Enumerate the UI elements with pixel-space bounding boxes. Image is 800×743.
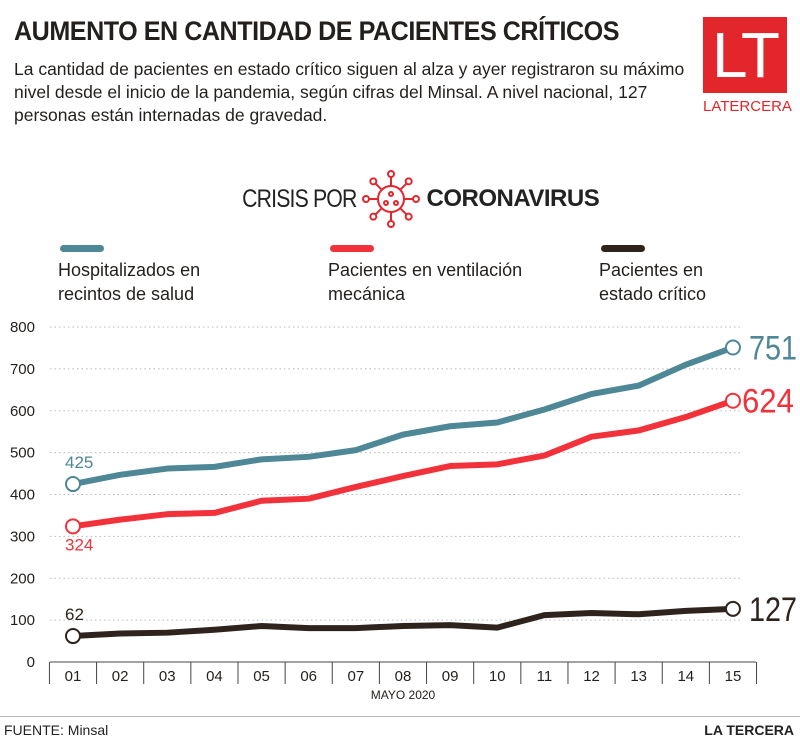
section-banner: CRISIS POR CORONAVIRUS — [222, 168, 600, 230]
legend-label: Pacientes en ventilación mecánica — [328, 260, 523, 304]
legend-item-critico: Pacientes en estado crítico — [599, 245, 739, 306]
logo-letters: LT — [712, 19, 780, 91]
endpoint-marker — [724, 392, 741, 409]
series-line — [72, 344, 734, 487]
x-tick-label: 15 — [725, 668, 742, 685]
y-tick-label: 300 — [10, 528, 35, 545]
logo-text: LATERCERA — [703, 98, 792, 115]
y-tick-label: 100 — [10, 612, 35, 629]
x-tick-label: 06 — [300, 668, 317, 685]
x-tick-label: 02 — [112, 668, 129, 685]
x-tick-label: 03 — [159, 668, 176, 685]
y-tick-label: 0 — [27, 654, 35, 671]
y-tick-label: 500 — [10, 445, 35, 462]
legend-item-ventilacion: Pacientes en ventilación mecánica — [328, 245, 558, 306]
y-tick-label: 600 — [10, 403, 35, 420]
endpoint-marker — [724, 339, 741, 356]
page-title: AUMENTO EN CANTIDAD DE PACIENTES CRÍTICO… — [14, 16, 620, 46]
y-tick-label: 800 — [10, 319, 35, 336]
endpoint-marker — [65, 628, 81, 645]
x-tick-label: 09 — [442, 668, 459, 685]
y-tick-label: 400 — [10, 487, 35, 504]
legend-label: Pacientes en estado crítico — [599, 260, 707, 304]
legend-item-hospitalizados: Hospitalizados en recintos de salud — [58, 245, 238, 306]
y-tick-label: 200 — [10, 570, 35, 587]
x-axis-label: MAYO 2020 — [371, 688, 436, 702]
last-value-label: 751 — [749, 330, 797, 368]
virus-icon — [362, 170, 421, 228]
x-tick-label: 12 — [583, 668, 600, 685]
legend-swatch — [60, 245, 104, 252]
footer-divider — [0, 716, 800, 717]
last-value-label: 624 — [742, 383, 794, 421]
endpoint-marker — [65, 518, 81, 535]
series-line — [72, 605, 734, 640]
x-tick-label: 11 — [537, 668, 553, 685]
first-value-label: 324 — [65, 535, 93, 554]
x-tick-label: 07 — [347, 668, 364, 685]
first-value-label: 425 — [65, 453, 93, 472]
x-tick-label: 05 — [253, 668, 270, 685]
endpoint-marker — [65, 476, 81, 493]
x-tick-label: 10 — [489, 668, 506, 685]
source-note: FUENTE: Minsal — [4, 722, 109, 738]
section-name: CORONAVIRUS — [426, 185, 600, 212]
la-tercera-logo: LT — [703, 17, 787, 93]
legend-swatch — [330, 245, 374, 252]
legend-swatch — [601, 245, 645, 252]
last-value-label: 127 — [749, 591, 797, 629]
series-line — [72, 397, 734, 530]
x-tick-label: 14 — [677, 668, 694, 685]
x-tick-label: 08 — [395, 668, 412, 685]
x-tick-label: 13 — [630, 668, 647, 685]
footer-brand: LA TERCERA — [704, 722, 794, 738]
section-prefix: CRISIS POR — [242, 184, 357, 213]
first-value-label: 62 — [65, 605, 84, 624]
x-tick-label: 04 — [206, 668, 223, 685]
endpoint-marker — [724, 600, 741, 617]
subtitle: La cantidad de pacientes en estado críti… — [14, 59, 685, 125]
x-tick-label: 01 — [65, 668, 82, 685]
y-tick-label: 700 — [10, 361, 35, 378]
legend-label: Hospitalizados en recintos de salud — [58, 260, 201, 304]
